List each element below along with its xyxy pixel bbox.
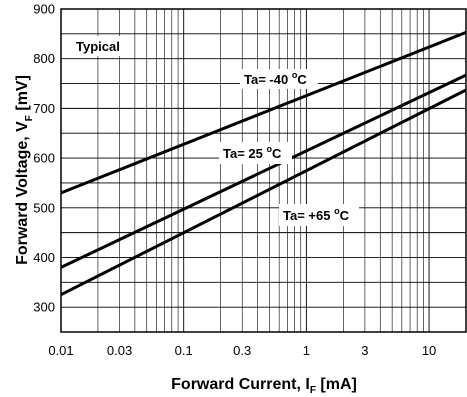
series-line-plus65 [60,88,467,297]
series-label-minus40: Ta= -40 oC [240,69,318,89]
corner-label: Typical [76,39,120,54]
series-label-minus40-suffix: C [297,72,307,87]
x-tick-label: 1 [303,343,310,358]
x-tick-label: 0.3 [233,343,251,358]
x-tick-labels: 0.01 0.03 0.1 0.3 1 3 10 [48,343,436,358]
series-label-plus65-suffix: C [340,208,350,223]
y-tick-label: 500 [33,200,55,215]
series-label-minus40-degree: o [292,70,298,80]
x-tick-label: 0.03 [107,343,132,358]
svg-text:Ta= 25 oC: Ta= 25 oC [223,144,282,161]
x-tick-label: 3 [361,343,368,358]
x-axis-title: Forward Current, IF [mA] [171,376,357,396]
corner-label-group: Typical [72,36,128,56]
series-line-plus25 [60,73,467,269]
y-tick-label: 800 [33,51,55,66]
series-line-minus40 [60,31,467,195]
series-label-plus65-degree: o [334,206,340,216]
series-label-plus25-degree: o [266,144,272,154]
x-tick-label: 10 [422,343,436,358]
series-label-plus65-prefix: Ta= +65 [283,208,334,223]
y-tick-label: 700 [33,101,55,116]
series-label-plus65: Ta= +65 oC [279,204,359,226]
series-label-plus25-suffix: C [272,146,282,161]
y-tick-label: 300 [33,300,55,315]
plot-frame [60,8,467,333]
y-tick-label: 600 [33,151,55,166]
x-tick-label: 0.01 [48,343,73,358]
series-label-plus25-prefix: Ta= 25 [223,146,266,161]
y-tick-label: 400 [33,250,55,265]
y-tick-label: 900 [33,2,55,17]
x-tick-label: 0.1 [175,343,193,358]
series-label-minus40-prefix: Ta= -40 [244,72,292,87]
y-axis-title: Forward Voltage, VF [mV] [14,75,35,265]
y-tick-labels: 300 400 500 600 700 800 900 [33,2,55,315]
svg-text:Ta= -40 oC: Ta= -40 oC [244,70,307,87]
series-lines [60,31,467,297]
series-label-plus25: Ta= 25 oC [219,142,292,164]
svg-text:Ta= +65 oC: Ta= +65 oC [283,206,350,223]
